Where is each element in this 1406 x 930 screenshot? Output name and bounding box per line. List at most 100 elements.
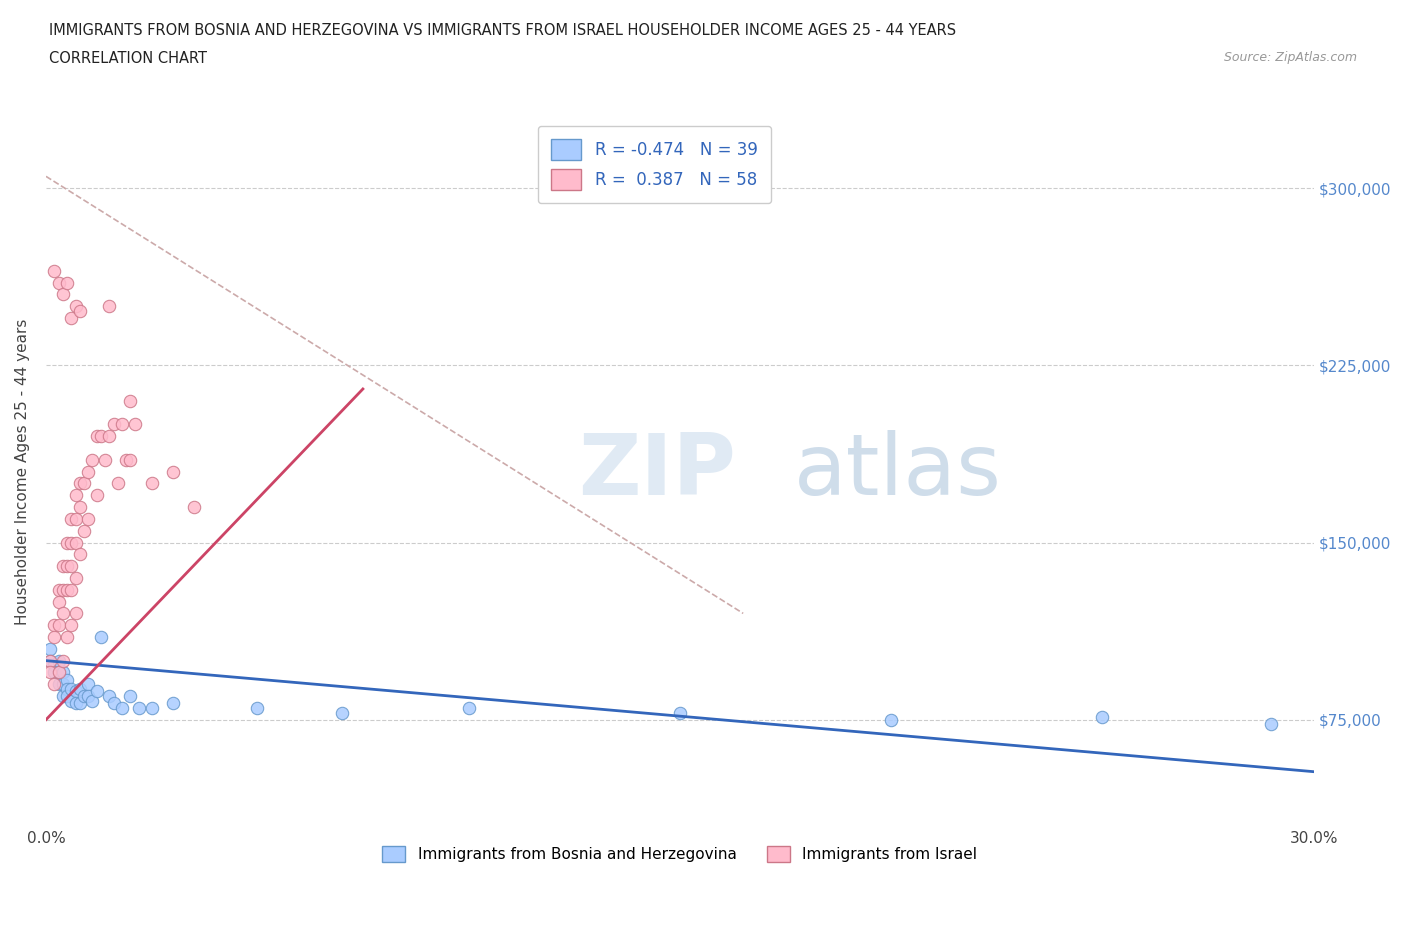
Point <box>77 688 100 703</box>
Point <box>120 452 142 467</box>
Point <box>1091 710 1114 724</box>
Point <box>98 688 121 703</box>
Point <box>48 582 70 597</box>
Point <box>111 417 134 432</box>
Point <box>52 606 75 621</box>
Point <box>56 682 79 697</box>
Point <box>1260 717 1282 732</box>
Point <box>124 417 146 432</box>
Point <box>52 665 75 680</box>
Point <box>56 630 79 644</box>
Point <box>65 488 87 503</box>
Point <box>48 677 70 692</box>
Point <box>44 630 66 644</box>
Point <box>162 464 184 479</box>
Point <box>69 696 91 711</box>
Point <box>94 452 117 467</box>
Point <box>48 275 70 290</box>
Point <box>90 429 112 444</box>
Point <box>880 712 903 727</box>
Point <box>39 642 62 657</box>
Point <box>69 682 91 697</box>
Point <box>44 677 66 692</box>
Point <box>65 696 87 711</box>
Point <box>120 393 142 408</box>
Point <box>77 512 100 526</box>
Point <box>60 582 83 597</box>
Point <box>111 700 134 715</box>
Point <box>60 311 83 325</box>
Point <box>52 559 75 574</box>
Point <box>56 535 79 550</box>
Point <box>86 684 108 698</box>
Point <box>52 653 75 668</box>
Point <box>60 512 83 526</box>
Point <box>128 700 150 715</box>
Point <box>56 582 79 597</box>
Point <box>56 559 79 574</box>
Point <box>52 582 75 597</box>
Point <box>73 524 96 538</box>
Text: atlas: atlas <box>794 431 1002 513</box>
Point <box>65 512 87 526</box>
Point <box>60 618 83 632</box>
Point <box>65 299 87 313</box>
Point <box>162 696 184 711</box>
Point <box>52 287 75 302</box>
Point <box>77 464 100 479</box>
Point <box>48 653 70 668</box>
Point <box>56 688 79 703</box>
Point <box>69 547 91 562</box>
Point <box>90 630 112 644</box>
Point <box>69 499 91 514</box>
Text: IMMIGRANTS FROM BOSNIA AND HERZEGOVINA VS IMMIGRANTS FROM ISRAEL HOUSEHOLDER INC: IMMIGRANTS FROM BOSNIA AND HERZEGOVINA V… <box>49 23 956 38</box>
Point <box>65 570 87 585</box>
Point <box>330 705 353 720</box>
Point <box>48 665 70 680</box>
Point <box>44 263 66 278</box>
Point <box>39 653 62 668</box>
Point <box>65 606 87 621</box>
Point <box>141 700 163 715</box>
Point <box>669 705 692 720</box>
Point <box>60 694 83 709</box>
Point <box>86 429 108 444</box>
Point <box>60 682 83 697</box>
Point <box>77 677 100 692</box>
Y-axis label: Householder Income Ages 25 - 44 years: Householder Income Ages 25 - 44 years <box>15 318 30 625</box>
Point <box>98 429 121 444</box>
Point <box>44 658 66 672</box>
Point <box>107 476 129 491</box>
Point <box>86 488 108 503</box>
Point <box>52 688 75 703</box>
Point <box>65 684 87 698</box>
Point <box>52 677 75 692</box>
Point <box>48 618 70 632</box>
Point <box>115 452 138 467</box>
Point <box>103 696 125 711</box>
Text: CORRELATION CHART: CORRELATION CHART <box>49 51 207 66</box>
Legend: Immigrants from Bosnia and Herzegovina, Immigrants from Israel: Immigrants from Bosnia and Herzegovina, … <box>377 840 983 868</box>
Point <box>65 535 87 550</box>
Point <box>73 476 96 491</box>
Point <box>73 688 96 703</box>
Point <box>69 303 91 318</box>
Point <box>183 499 205 514</box>
Point <box>141 476 163 491</box>
Point <box>48 665 70 680</box>
Point <box>39 653 62 668</box>
Point <box>246 700 269 715</box>
Point <box>98 299 121 313</box>
Point <box>82 694 104 709</box>
Point <box>48 594 70 609</box>
Point <box>60 535 83 550</box>
Point <box>457 700 479 715</box>
Point <box>60 559 83 574</box>
Text: Source: ZipAtlas.com: Source: ZipAtlas.com <box>1223 51 1357 64</box>
Point <box>103 417 125 432</box>
Point <box>69 476 91 491</box>
Point <box>120 688 142 703</box>
Point <box>44 618 66 632</box>
Point <box>39 665 62 680</box>
Point <box>82 452 104 467</box>
